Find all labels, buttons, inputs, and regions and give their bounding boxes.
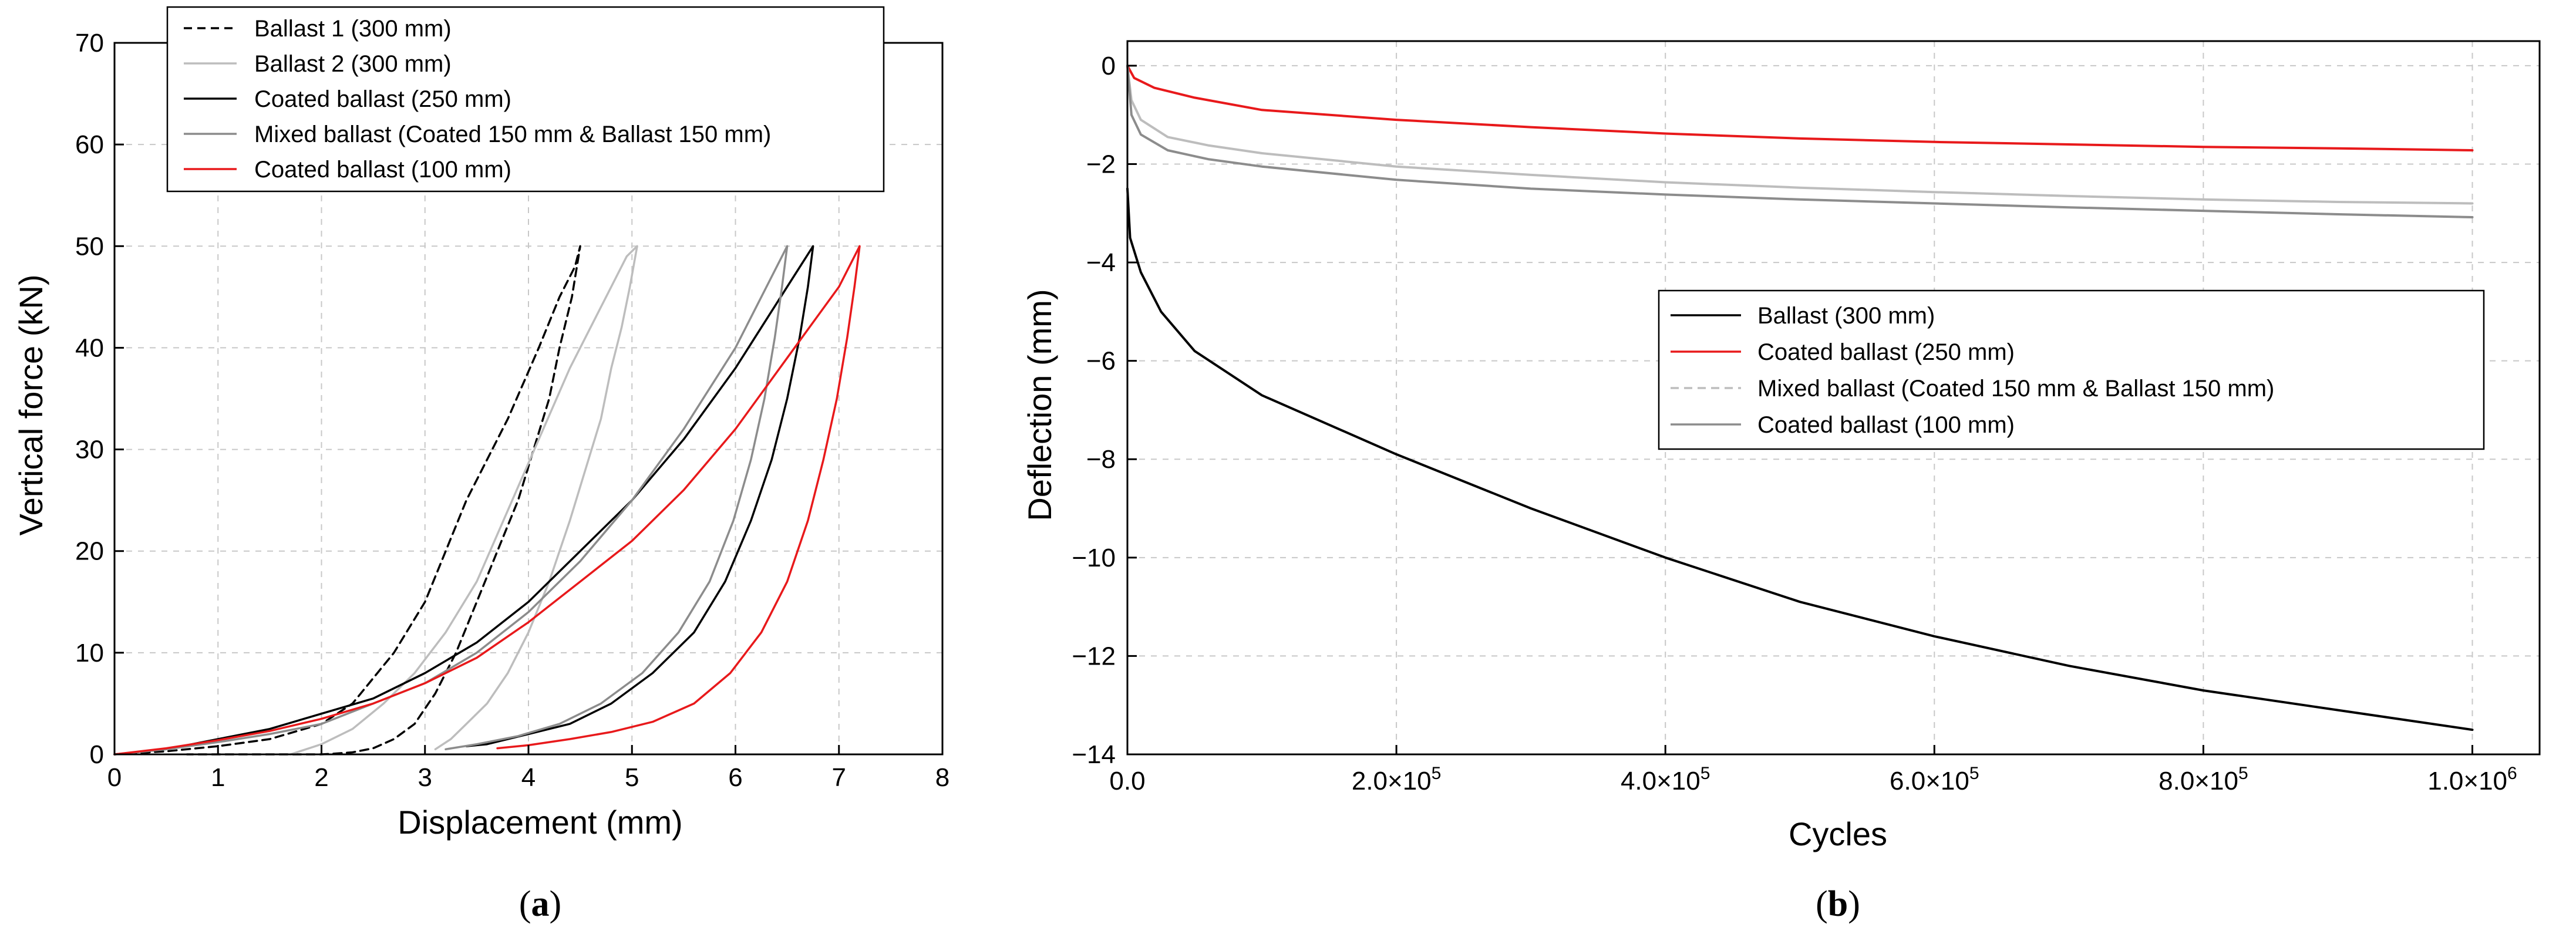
panel-a-legend-label: Ballast 2 (300 mm) bbox=[254, 51, 452, 77]
panel-a-x-tick-label: 7 bbox=[832, 763, 846, 792]
panel-a-ticks: 0 1 2 3 4 5 6 7 8 0 10 20 30 40 50 60 70 bbox=[75, 29, 949, 792]
panel-b-series-line-3 bbox=[1126, 64, 2474, 205]
panel-b-legend-label: Ballast (300 mm) bbox=[1757, 303, 1935, 329]
panel-b-legend-label: Mixed ballast (Coated 150 mm & Ballast 1… bbox=[1757, 376, 2274, 402]
panel-a-series-line-1 bbox=[113, 245, 581, 756]
panel-a-y-tick-label: 70 bbox=[75, 29, 104, 58]
panel-a-y-tick-label: 0 bbox=[90, 740, 104, 769]
panel-b-ticks: 0.0 2.0×105 4.0×105 6.0×105 8.0×105 1.0×106 0 −… bbox=[1072, 52, 2517, 795]
panel-a-x-tick-label: 4 bbox=[521, 763, 536, 792]
panel-a-caption-letter: a bbox=[531, 884, 550, 924]
panel-b-chart: 0.0 2.0×105 4.0×105 6.0×105 8.0×105 1.0×106 0 −… bbox=[1021, 40, 2541, 924]
panel-a-y-tick-label: 60 bbox=[75, 130, 104, 159]
panel-a-legend-label: Mixed ballast (Coated 150 mm & Ballast 1… bbox=[254, 122, 771, 147]
panel-b-x-tick-label: 2.0×105 bbox=[1352, 764, 1442, 795]
panel-a-y-tick-label: 10 bbox=[75, 639, 104, 667]
panel-a-y-tick-label: 50 bbox=[75, 232, 104, 261]
panel-a-legend-label: Ballast 1 (300 mm) bbox=[254, 16, 452, 42]
panel-a-x-tick-label: 0 bbox=[107, 763, 122, 792]
panel-a-x-tick-label: 6 bbox=[728, 763, 742, 792]
panel-b-series-line-2 bbox=[1126, 64, 2474, 151]
panel-a-x-tick-label: 5 bbox=[625, 763, 639, 792]
panel-a-chart: 0 1 2 3 4 5 6 7 8 0 10 20 30 40 50 60 70 Displacement (m… bbox=[12, 6, 949, 924]
panel-a-legend: Ballast 1 (300 mm) Ballast 2 (300 mm) Coat… bbox=[166, 6, 885, 193]
panel-a-y-tick-label: 40 bbox=[75, 333, 104, 362]
panel-a-x-tick-label: 1 bbox=[211, 763, 225, 792]
panel-b-series bbox=[1126, 64, 2474, 731]
panel-a-legend-label: Coated ballast (100 mm) bbox=[254, 157, 511, 183]
panel-b-caption: (b) bbox=[1816, 884, 1860, 924]
panel-b-series-line-1 bbox=[1126, 187, 2474, 731]
panel-a-legend-box bbox=[166, 6, 885, 193]
panel-a-x-tick-label: 3 bbox=[418, 763, 432, 792]
panel-b-legend-box bbox=[1658, 289, 2485, 450]
panel-a-series-line-2 bbox=[289, 245, 638, 756]
panel-b-y-tick-label: −4 bbox=[1086, 248, 1116, 277]
panel-b-y-tick-label: −14 bbox=[1072, 740, 1116, 769]
panel-a-series bbox=[113, 245, 861, 756]
panel-b-y-tick-label: −10 bbox=[1072, 544, 1116, 572]
panel-b-x-tick-label: 6.0×105 bbox=[1890, 764, 1979, 795]
panel-a-series-line-4 bbox=[113, 245, 789, 756]
panel-a-series-line-3 bbox=[113, 245, 814, 756]
panel-b-y-tick-label: −2 bbox=[1086, 150, 1116, 178]
panel-a-legend-label: Coated ballast (250 mm) bbox=[254, 86, 511, 112]
panel-b-legend-label: Coated ballast (250 mm) bbox=[1757, 339, 2015, 365]
panel-b-y-axis-label: Deflection (mm) bbox=[1021, 289, 1058, 521]
panel-b-legend-label: Coated ballast (100 mm) bbox=[1757, 412, 2015, 438]
panel-a-x-tick-label: 8 bbox=[935, 763, 949, 792]
panel-a-series-line-5 bbox=[113, 245, 861, 756]
panel-b-caption-letter: b bbox=[1828, 884, 1848, 924]
panel-b-series-line-4 bbox=[1126, 64, 2474, 218]
panel-a-y-tick-label: 30 bbox=[75, 436, 104, 464]
panel-b-legend: Ballast (300 mm) Coated ballast (250 mm) M… bbox=[1658, 289, 2485, 450]
panel-b-x-tick-label: 0.0 bbox=[1109, 767, 1145, 795]
panel-b-y-tick-label: −12 bbox=[1072, 642, 1116, 670]
panel-b-x-axis-label: Cycles bbox=[1789, 815, 1887, 852]
panel-b-x-tick-label: 8.0×105 bbox=[2159, 764, 2248, 795]
panel-b-y-tick-label: 0 bbox=[1102, 52, 1116, 80]
panel-a-caption: (a) bbox=[519, 884, 561, 924]
panel-b-plot-frame bbox=[1126, 40, 2541, 756]
panel-a-x-tick-label: 2 bbox=[314, 763, 328, 792]
panel-b-y-tick-label: −8 bbox=[1086, 445, 1116, 474]
panel-a-x-axis-label: Displacement (mm) bbox=[398, 804, 682, 841]
panel-a-y-axis-label: Vertical force (kN) bbox=[12, 275, 49, 536]
panel-a-y-tick-label: 20 bbox=[75, 537, 104, 566]
panel-b-y-tick-label: −6 bbox=[1086, 347, 1116, 376]
panel-b-x-tick-label: 4.0×105 bbox=[1621, 764, 1710, 795]
panel-b-x-tick-label: 1.0×106 bbox=[2427, 764, 2517, 795]
